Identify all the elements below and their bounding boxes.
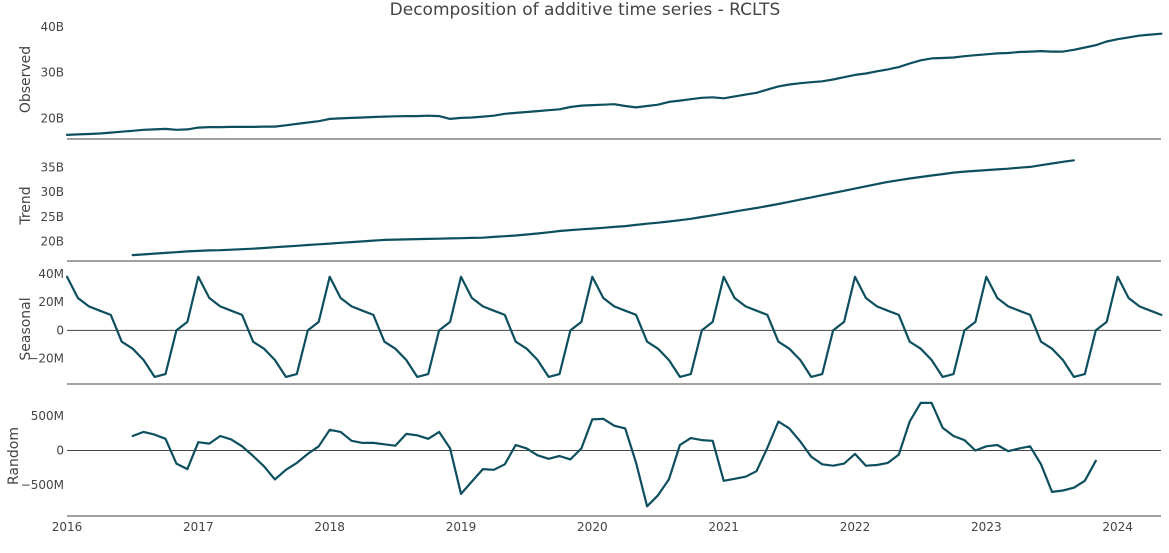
observed-ytick: 30B [40,66,64,80]
observed-ylabel: Observed [18,46,34,113]
random-ytick: −500M [21,478,64,492]
trend-ytick: 30B [40,185,64,199]
seasonal-ytick: 20M [38,295,64,309]
panel-random: Random−500M 0 500M [6,401,1161,517]
xtick-label: 2022 [840,520,871,534]
xtick-label: 2017 [183,520,214,534]
panel-observed: Observed 20B 30B 40B [18,20,1163,140]
xtick-label: 2021 [708,520,739,534]
random-ytick: 0 [56,443,64,457]
random-series-line [131,401,1097,508]
trend-ylabel: Trend [18,186,34,225]
xtick-label: 2024 [1102,520,1133,534]
xtick-label: 2016 [52,520,83,534]
panels-group: Observed 20B 30B 40B Trend 20B 25B 30B 35B Season… [6,20,1163,517]
xtick-label: 2023 [971,520,1002,534]
seasonal-ytick: 0 [56,323,64,337]
panel-trend: Trend 20B 25B 30B 35B [18,159,1161,262]
trend-ytick: 20B [40,234,64,248]
observed-ytick: 20B [40,111,64,125]
chart-title: Decomposition of additive time series - … [390,0,781,20]
seasonal-ytick: 40M [38,267,64,281]
seasonal-series-line [65,275,1163,378]
trend-series-line [131,159,1076,257]
xtick-label: 2019 [446,520,477,534]
random-ytick: 500M [31,409,64,423]
panel-seasonal: Seasonal−20M 0 20M 40M [18,267,1163,385]
observed-series-line [65,32,1163,136]
xtick-label: 2020 [577,520,608,534]
x-axis: 2016 2017 2018 2019 2020 2021 2022 2023 2024 [52,520,1133,534]
trend-ytick: 25B [40,210,64,224]
seasonal-ytick: −20M [28,352,64,366]
observed-ytick: 40B [40,20,64,34]
xtick-label: 2018 [314,520,345,534]
seasonal-ylabel: Seasonal [18,297,34,360]
trend-ytick: 35B [40,161,64,175]
random-ylabel: Random [6,427,22,485]
